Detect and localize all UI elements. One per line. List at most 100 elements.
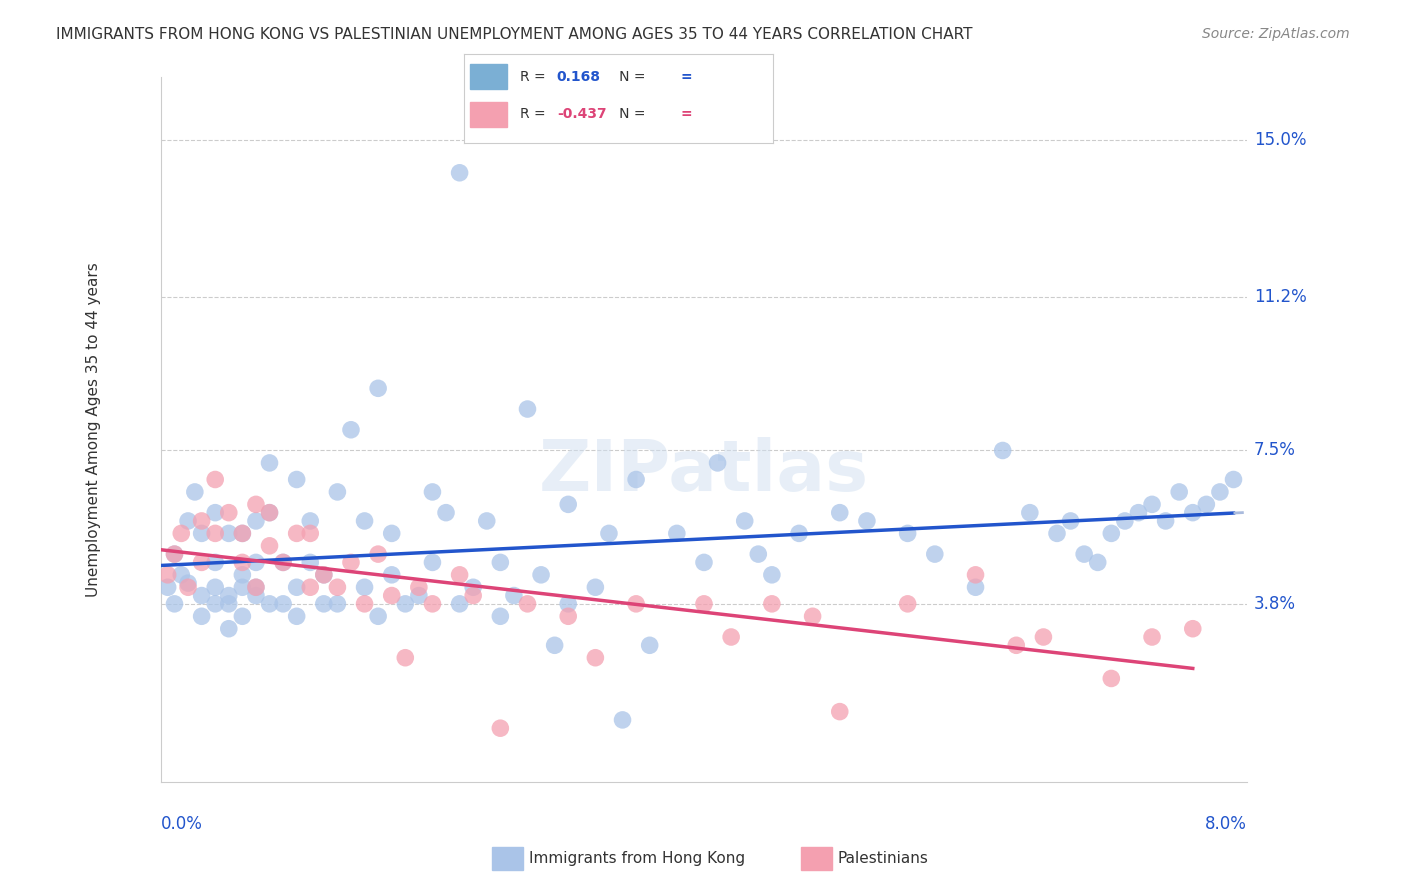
Point (156, 580, 179, 594)
Point (340, 555, 363, 569)
Point (170, 526, 193, 541)
Point (231, 526, 253, 541)
Point (381, 589, 404, 603)
Point (924, 547, 946, 561)
Point (156, 567, 179, 582)
Point (503, 589, 526, 603)
Point (624, 597, 647, 611)
Point (761, 597, 783, 611)
Point (184, 484, 207, 499)
Point (1114, 514, 1136, 528)
Point (231, 526, 253, 541)
Point (271, 597, 294, 611)
Point (218, 622, 240, 636)
Point (1195, 497, 1218, 511)
Point (449, 567, 471, 582)
Point (801, 609, 824, 624)
Point (245, 514, 267, 528)
Point (1140, 497, 1163, 511)
Point (612, 713, 634, 727)
Point (394, 650, 416, 665)
Point (720, 630, 742, 644)
Point (394, 597, 416, 611)
Text: 3.8%: 3.8% (1254, 595, 1296, 613)
Text: Source: ZipAtlas.com: Source: ZipAtlas.com (1202, 27, 1350, 41)
Point (231, 609, 253, 624)
Point (326, 580, 349, 594)
Point (1209, 484, 1232, 499)
Point (693, 555, 716, 569)
Point (231, 567, 253, 582)
Point (204, 580, 226, 594)
Point (543, 638, 565, 652)
Point (624, 473, 647, 487)
Point (326, 484, 349, 499)
Point (271, 555, 294, 569)
Point (204, 506, 226, 520)
Point (312, 567, 335, 582)
Point (463, 580, 485, 594)
Point (1099, 526, 1122, 541)
Point (299, 514, 322, 528)
Point (231, 555, 253, 569)
Point (285, 473, 308, 487)
Point (367, 381, 389, 395)
Point (489, 609, 512, 624)
Point (965, 580, 987, 594)
Point (1140, 630, 1163, 644)
Point (190, 609, 212, 624)
Point (204, 473, 226, 487)
Point (163, 547, 186, 561)
Text: Unemployment Among Ages 35 to 44 years: Unemployment Among Ages 35 to 44 years (86, 262, 100, 597)
Point (557, 497, 579, 511)
Point (259, 597, 281, 611)
Point (245, 555, 267, 569)
Point (353, 597, 375, 611)
Point (177, 576, 200, 591)
Point (204, 597, 226, 611)
Point (245, 497, 267, 511)
Point (245, 580, 267, 594)
Point (1059, 514, 1081, 528)
Point (1222, 473, 1244, 487)
Text: ZIPatlas: ZIPatlas (538, 437, 869, 506)
Text: 8.0%: 8.0% (1205, 815, 1247, 833)
Point (422, 484, 444, 499)
Point (422, 555, 444, 569)
Point (190, 514, 212, 528)
Point (665, 526, 688, 541)
Point (408, 589, 430, 603)
Point (598, 526, 620, 541)
Point (897, 597, 920, 611)
Point (557, 597, 579, 611)
Point (706, 456, 728, 470)
Point (1032, 630, 1054, 644)
Point (965, 567, 987, 582)
Text: 0.0%: 0.0% (160, 815, 202, 833)
Text: 7.5%: 7.5% (1254, 442, 1296, 459)
Point (218, 589, 240, 603)
Bar (470, 102, 508, 127)
Point (530, 567, 553, 582)
Point (638, 638, 661, 652)
Point (761, 567, 783, 582)
Point (204, 555, 226, 569)
Point (163, 547, 186, 561)
Text: N =: N = (606, 107, 650, 121)
Point (326, 597, 349, 611)
Point (489, 555, 512, 569)
Point (1073, 547, 1095, 561)
Point (1018, 506, 1040, 520)
Point (218, 506, 240, 520)
Point (449, 597, 471, 611)
Point (259, 539, 281, 553)
Point (299, 555, 322, 569)
Point (828, 705, 851, 719)
Point (747, 547, 769, 561)
Point (299, 580, 322, 594)
Text: =: = (681, 107, 692, 121)
Point (312, 597, 335, 611)
Bar (470, 64, 508, 89)
Point (1099, 672, 1122, 686)
Point (422, 597, 444, 611)
